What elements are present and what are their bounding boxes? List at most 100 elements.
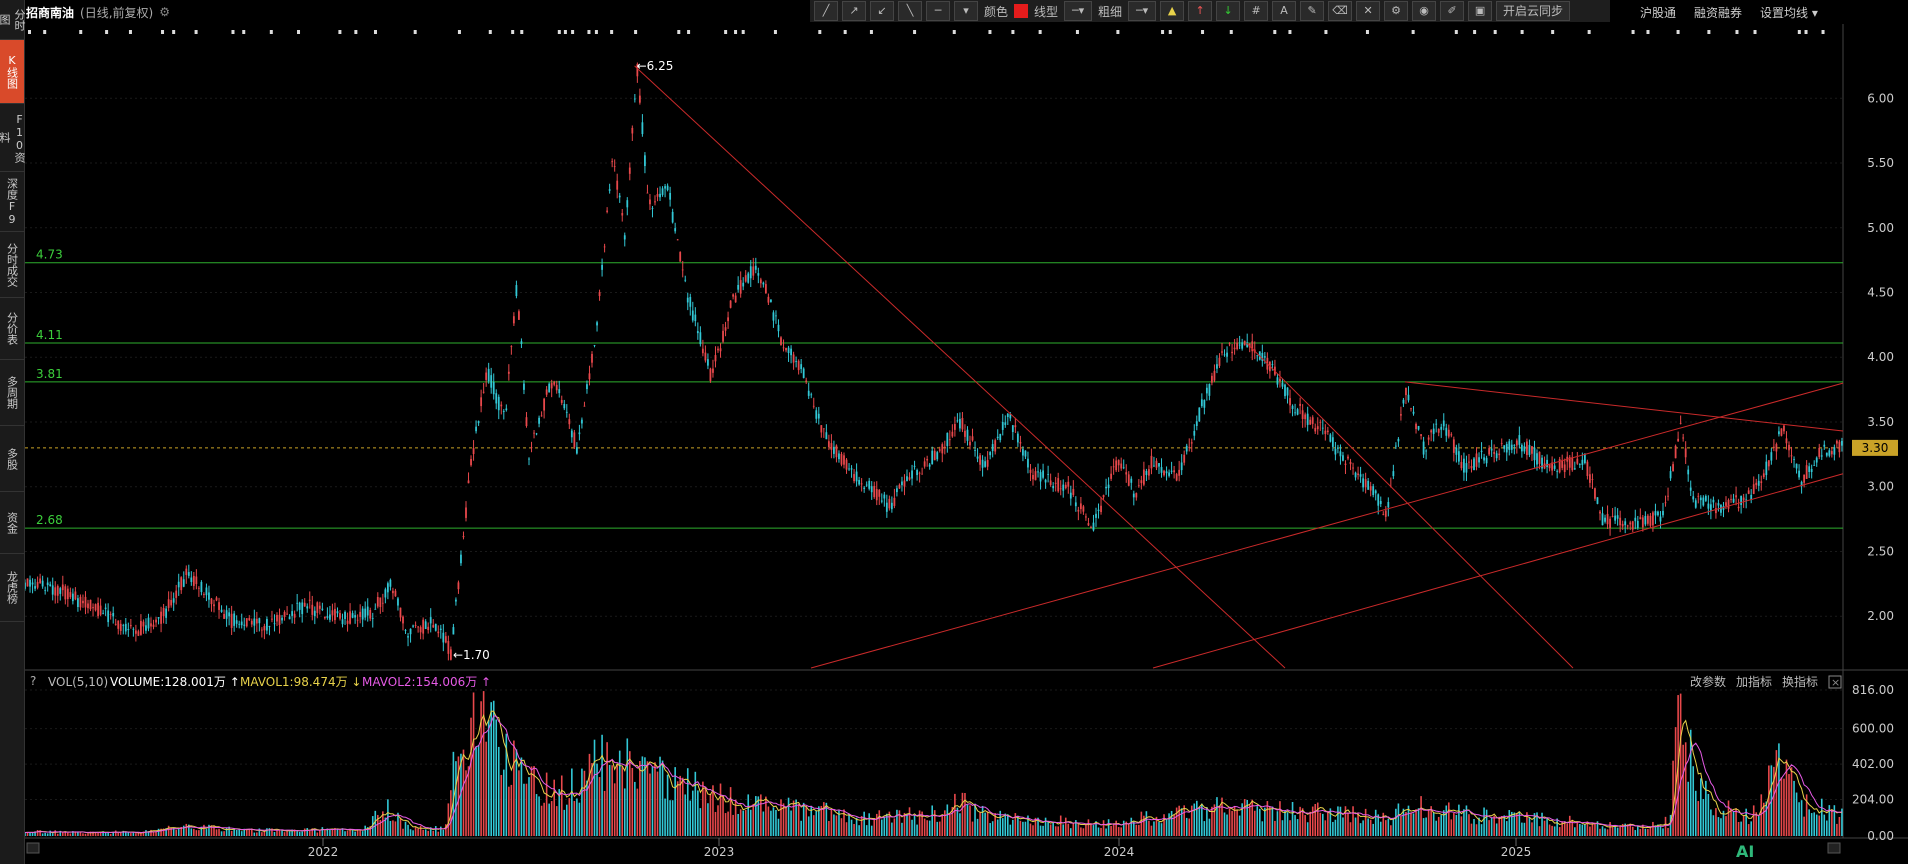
nav-item-hgt[interactable]: 沪股通 [1640, 5, 1677, 20]
volume-bar [1432, 812, 1435, 836]
candle-body [1578, 463, 1581, 465]
vol-param-button[interactable]: 改参数 [1690, 674, 1726, 689]
volume-bar [893, 818, 896, 836]
ray-tool-icon[interactable]: ↗ [842, 1, 866, 21]
down-arrow-tool-icon[interactable]: ↓ [1216, 1, 1241, 21]
event-marker [1631, 30, 1635, 34]
candle-body [719, 348, 722, 352]
ai-badge[interactable]: AI [1736, 842, 1754, 861]
volume-bar [24, 832, 26, 836]
settings-tool-icon[interactable]: ⚙ [1384, 1, 1409, 21]
candle-body [1571, 457, 1574, 471]
segment-tool-icon[interactable]: ╲ [898, 1, 922, 21]
settings-gear-icon[interactable]: ⚙ [159, 5, 170, 19]
sidebar-item-kline[interactable]: K线图 [0, 40, 24, 104]
candle-body [1334, 448, 1337, 455]
volume-bar [1810, 813, 1813, 836]
event-marker [43, 30, 47, 34]
volume-bar [1238, 815, 1241, 836]
volume-bar [1223, 812, 1226, 836]
volume-bar [1437, 816, 1440, 836]
volume-bar [1127, 823, 1130, 836]
cursor-tool-icon[interactable]: ▲ [1160, 1, 1185, 21]
price-plot-area[interactable] [25, 40, 1843, 668]
volume-bar [918, 810, 921, 836]
arrow-tool-icon[interactable]: ↙ [870, 1, 894, 21]
switch-indicator-button[interactable]: 换指标 [1782, 674, 1818, 689]
sidebar-item-dragon-tiger[interactable]: 龙虎榜 [0, 554, 24, 622]
volume-bar [497, 746, 500, 836]
volume-bar [1818, 815, 1821, 836]
sidebar-item-f9[interactable]: 深度F9 [0, 172, 24, 232]
sidebar-item-f10[interactable]: F10资料 [0, 104, 26, 172]
delete-tool-icon[interactable]: ✕ [1356, 1, 1381, 21]
sidebar-item-multi-stock[interactable]: 多股 [0, 426, 24, 492]
volume-bar [820, 805, 823, 836]
sidebar-item-multi-period[interactable]: 多周期 [0, 360, 24, 426]
volume-bar [752, 803, 755, 836]
sidebar-item-trades[interactable]: 分时成交 [0, 232, 24, 298]
nav-item-margin[interactable]: 融资融券 [1694, 5, 1743, 20]
volume-bar [1669, 814, 1672, 836]
adjust-mode[interactable]: (日线,前复权) [80, 5, 154, 20]
volume-bar [172, 827, 175, 836]
line-width-select[interactable]: ─▾ [1128, 1, 1157, 21]
candle-body [1291, 405, 1294, 409]
event-marker [610, 30, 614, 34]
brush-tool-icon[interactable]: ✎ [1300, 1, 1325, 21]
candle-body [1682, 437, 1685, 439]
edit-tool-icon[interactable]: ✐ [1440, 1, 1465, 21]
candle-body [1016, 433, 1019, 443]
candle-body [124, 623, 127, 632]
line-type-select[interactable]: ─▾ [1064, 1, 1093, 21]
scroll-right-icon[interactable] [1827, 842, 1841, 854]
candle-body [321, 608, 324, 610]
line-tool-icon[interactable]: ╱ [814, 1, 838, 21]
sidebar-item-timeshare[interactable]: 分时图 [0, 0, 26, 40]
scroll-left-icon[interactable] [26, 842, 40, 854]
up-arrow-tool-icon[interactable]: ↑ [1188, 1, 1213, 21]
candle-body [510, 346, 513, 348]
volume-bar [883, 817, 886, 836]
color-swatch[interactable] [1014, 4, 1029, 18]
sidebar-item-price-table[interactable]: 分价表 [0, 298, 24, 360]
volume-bar [503, 769, 505, 836]
volume-bar [1107, 819, 1110, 836]
candle-body [691, 310, 694, 321]
candle-body [1203, 399, 1206, 408]
volume-bar [1196, 800, 1198, 836]
candle-body [117, 620, 120, 629]
close-indicator-icon[interactable] [1828, 675, 1842, 689]
volume-bar [757, 796, 760, 836]
candle-body [1306, 413, 1309, 425]
candle-body [810, 394, 813, 396]
eye-tool-icon[interactable]: ◉ [1412, 1, 1437, 21]
volume-bar [1448, 802, 1450, 836]
eraser-tool-icon[interactable]: ⌫ [1328, 1, 1353, 21]
candle-body [1505, 443, 1508, 453]
candle-body [339, 613, 341, 619]
sidebar-item-funds[interactable]: 资金 [0, 492, 24, 554]
lock-tool-icon[interactable]: ▣ [1468, 1, 1493, 21]
text-tool-icon[interactable]: A [1272, 1, 1297, 21]
volume-bar [1460, 816, 1463, 836]
volume-bar [56, 833, 59, 836]
cloud-sync-button[interactable]: 开启云同步 [1496, 1, 1571, 21]
volume-bar [598, 777, 601, 836]
volume-panel-icon[interactable]: ? [30, 674, 36, 688]
more-tools-icon[interactable]: ▾ [954, 1, 978, 21]
candle-body [122, 625, 125, 627]
candle-body [177, 581, 180, 588]
nav-item-ma-settings[interactable]: 设置均线 ▾ [1760, 5, 1818, 20]
event-marker [1707, 30, 1711, 34]
candle-body [709, 368, 712, 381]
candle-body [785, 347, 787, 351]
volume-bar [1354, 817, 1357, 836]
price-tick-label: 3.00 [1867, 480, 1894, 494]
hline-tool-icon[interactable]: ─ [926, 1, 950, 21]
candle-body [994, 440, 997, 452]
add-indicator-button[interactable]: 加指标 [1736, 674, 1772, 689]
number-tool-icon[interactable]: # [1244, 1, 1269, 21]
candle-body [989, 452, 992, 456]
